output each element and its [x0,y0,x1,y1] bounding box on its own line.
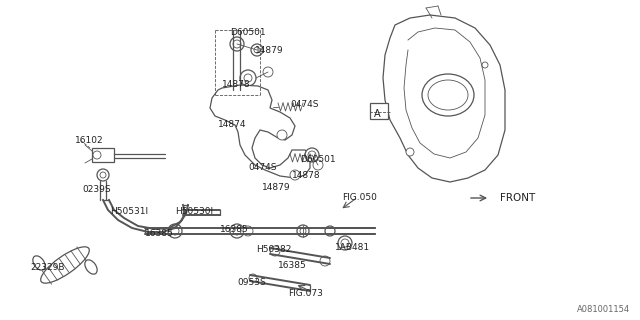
Text: H50531I: H50531I [110,207,148,216]
Text: 16385: 16385 [145,229,173,238]
Circle shape [270,246,280,256]
Circle shape [93,151,101,159]
Circle shape [305,148,319,162]
Ellipse shape [33,256,45,270]
Circle shape [320,256,330,266]
Text: 0239S: 0239S [82,185,111,194]
Circle shape [341,239,349,247]
Text: 16385: 16385 [220,225,249,234]
Circle shape [251,44,263,56]
Text: H50382: H50382 [256,245,291,254]
Text: 22329B: 22329B [30,263,65,272]
Text: A081001154: A081001154 [577,305,630,314]
Circle shape [263,67,273,77]
Circle shape [240,70,256,86]
Text: 0953S: 0953S [237,278,266,287]
Ellipse shape [422,74,474,116]
Circle shape [97,169,109,181]
Circle shape [249,274,257,282]
Polygon shape [210,85,310,178]
Ellipse shape [85,260,97,274]
Bar [92,148,114,162]
Circle shape [338,236,352,250]
Text: 1AB481: 1AB481 [335,243,370,252]
Circle shape [168,224,182,238]
Circle shape [233,40,241,48]
Ellipse shape [428,80,468,110]
Text: A: A [374,109,381,119]
Text: 14878: 14878 [292,171,321,180]
Circle shape [244,74,252,82]
Bar [370,103,388,119]
Circle shape [233,227,241,235]
Circle shape [313,160,323,170]
Text: 16385: 16385 [278,261,307,270]
Text: 0474S: 0474S [248,163,276,172]
Polygon shape [383,15,505,182]
Text: 14874: 14874 [218,120,246,129]
Circle shape [171,227,179,235]
Text: 0474S: 0474S [290,100,319,109]
Text: D60501: D60501 [300,155,335,164]
Text: 14878: 14878 [222,80,251,89]
Circle shape [243,226,253,236]
Text: FRONT: FRONT [500,193,535,203]
Circle shape [325,226,335,236]
Circle shape [254,47,260,53]
Circle shape [300,228,306,234]
Text: FIG.073: FIG.073 [288,289,323,298]
Text: 14879: 14879 [255,46,284,55]
Circle shape [290,170,300,180]
Text: FIG.050: FIG.050 [342,193,377,202]
Circle shape [482,62,488,68]
Circle shape [308,151,316,159]
Text: 14879: 14879 [262,183,291,192]
Text: H50530I: H50530I [175,207,213,216]
Circle shape [297,225,309,237]
Circle shape [230,224,244,238]
Circle shape [100,172,106,178]
Circle shape [277,130,287,140]
Circle shape [230,37,244,51]
Text: D60501: D60501 [230,28,266,37]
Circle shape [406,148,414,156]
Text: 16102: 16102 [75,136,104,145]
